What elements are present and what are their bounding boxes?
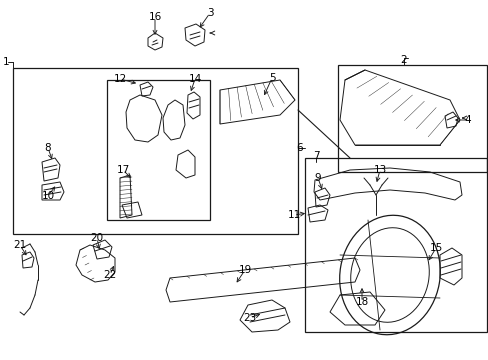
Bar bbox=[107, 80, 209, 220]
Bar bbox=[337, 65, 486, 172]
Text: 7: 7 bbox=[312, 151, 319, 161]
Text: 18: 18 bbox=[355, 297, 368, 307]
Bar bbox=[13, 68, 297, 234]
Text: 23: 23 bbox=[243, 313, 256, 323]
Text: 9: 9 bbox=[314, 173, 321, 183]
Text: 12: 12 bbox=[113, 74, 126, 84]
Text: 19: 19 bbox=[238, 265, 251, 275]
Text: 16: 16 bbox=[148, 12, 162, 22]
Text: 1: 1 bbox=[2, 57, 9, 67]
Text: 20: 20 bbox=[90, 233, 103, 243]
Text: 10: 10 bbox=[41, 191, 55, 201]
Text: 5: 5 bbox=[268, 73, 275, 83]
Text: 4: 4 bbox=[464, 115, 470, 125]
Text: 14: 14 bbox=[188, 74, 201, 84]
Text: 6: 6 bbox=[296, 143, 303, 153]
Text: 3: 3 bbox=[206, 8, 213, 18]
Text: 8: 8 bbox=[44, 143, 51, 153]
Bar bbox=[305, 158, 486, 332]
Text: 17: 17 bbox=[116, 165, 129, 175]
Text: 21: 21 bbox=[13, 240, 26, 250]
Text: 13: 13 bbox=[373, 165, 386, 175]
Text: 15: 15 bbox=[428, 243, 442, 253]
Text: 2: 2 bbox=[400, 55, 407, 65]
Text: 11: 11 bbox=[287, 210, 300, 220]
Text: 22: 22 bbox=[103, 270, 116, 280]
